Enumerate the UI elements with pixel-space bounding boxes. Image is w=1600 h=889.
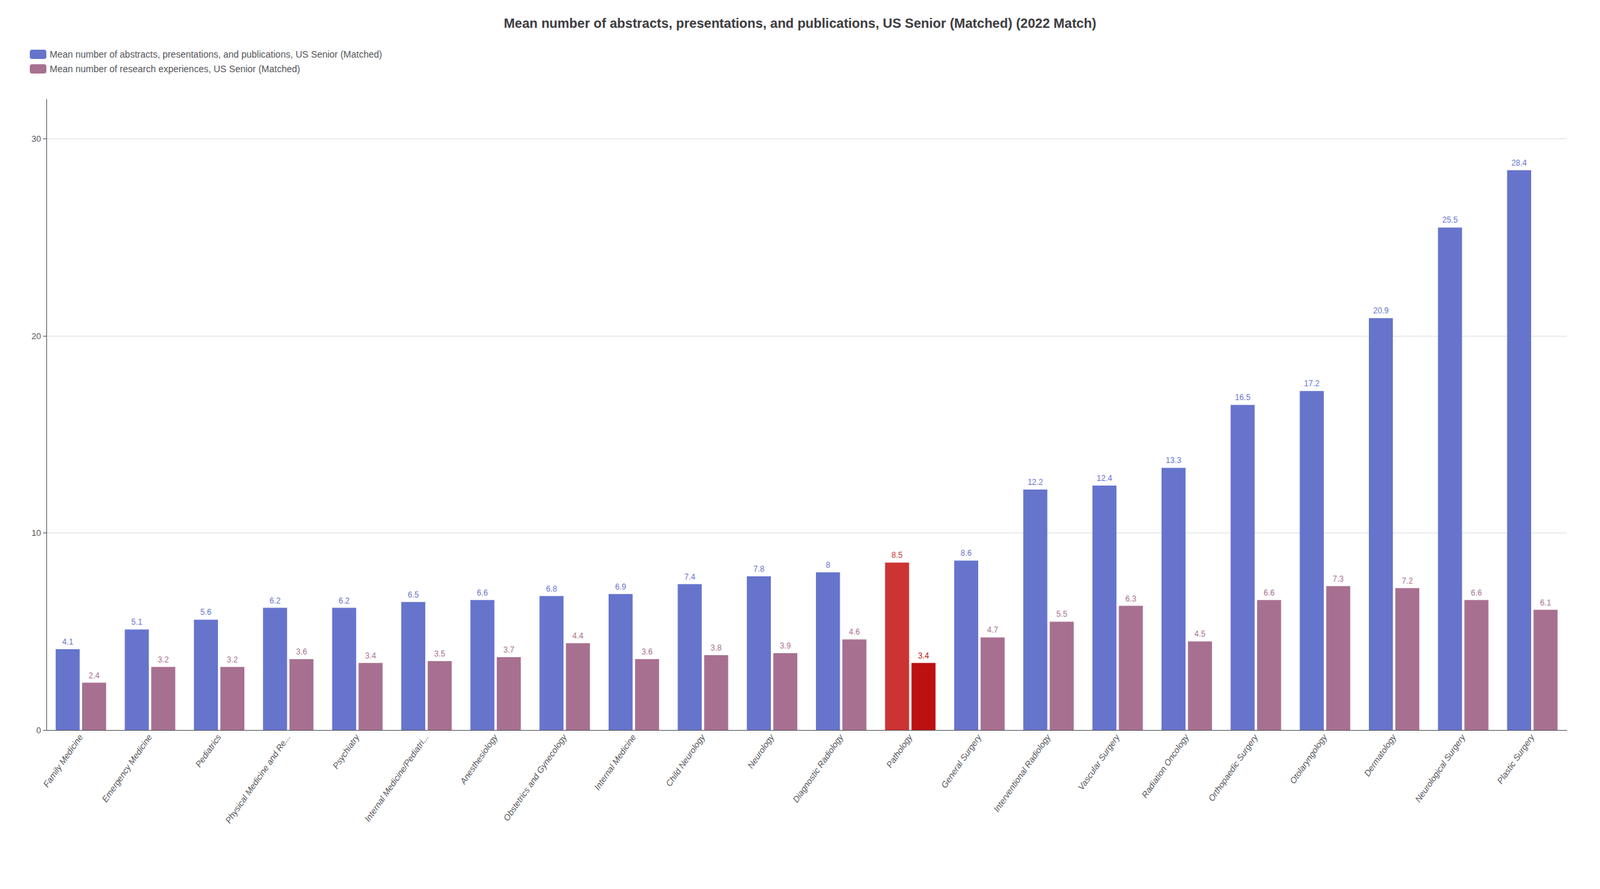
svg-text:Vascular Surgery: Vascular Surgery [1076, 731, 1123, 792]
svg-text:4.5: 4.5 [1194, 629, 1206, 639]
svg-text:12.2: 12.2 [1027, 477, 1044, 487]
svg-text:8.5: 8.5 [891, 550, 903, 560]
svg-text:3.8: 3.8 [710, 643, 722, 653]
svg-text:3.4: 3.4 [917, 650, 930, 661]
svg-text:6.1: 6.1 [1539, 598, 1551, 608]
svg-text:20: 20 [31, 331, 42, 342]
svg-text:5.6: 5.6 [200, 607, 212, 617]
svg-text:3.6: 3.6 [641, 647, 653, 657]
svg-text:17.2: 17.2 [1303, 378, 1320, 389]
svg-text:Mean number of abstracts, pres: Mean number of abstracts, presentations,… [49, 49, 383, 60]
svg-text:2.4: 2.4 [88, 670, 100, 681]
svg-text:Plastic Surgery: Plastic Surgery [1495, 731, 1538, 785]
svg-text:Internal Medicine: Internal Medicine [592, 732, 638, 793]
svg-text:Orthopaedic Surgery: Orthopaedic Surgery [1205, 731, 1261, 803]
svg-text:25.5: 25.5 [1442, 215, 1459, 225]
svg-text:10: 10 [31, 527, 42, 538]
svg-text:6.6: 6.6 [1263, 588, 1275, 598]
svg-text:8: 8 [825, 560, 831, 570]
svg-text:7.3: 7.3 [1332, 574, 1344, 584]
svg-text:5.1: 5.1 [131, 617, 143, 627]
svg-text:0: 0 [36, 725, 42, 736]
svg-text:Mean number of research experi: Mean number of research experiences, US … [49, 63, 300, 75]
svg-text:Interventional Radiology: Interventional Radiology [991, 731, 1053, 814]
svg-text:28.4: 28.4 [1511, 158, 1528, 168]
svg-text:4.6: 4.6 [849, 627, 861, 637]
svg-text:Pediatrics: Pediatrics [193, 731, 224, 769]
svg-text:3.6: 3.6 [296, 647, 308, 657]
svg-text:Internal Medicine/Pediatri...: Internal Medicine/Pediatri... [362, 732, 431, 824]
svg-text:Psychiatry: Psychiatry [330, 731, 363, 771]
svg-text:4.4: 4.4 [572, 631, 584, 641]
svg-text:Emergency Medicine: Emergency Medicine [100, 732, 155, 804]
svg-text:3.7: 3.7 [503, 645, 515, 655]
svg-text:6.5: 6.5 [407, 590, 420, 600]
svg-text:3.4: 3.4 [364, 650, 377, 661]
svg-text:Physical Medicine and Re...: Physical Medicine and Re... [223, 732, 293, 826]
svg-text:Radiation Oncology: Radiation Oncology [1139, 731, 1192, 800]
svg-text:7.2: 7.2 [1401, 576, 1414, 586]
svg-text:Child Neurology: Child Neurology [663, 731, 708, 789]
svg-text:16.5: 16.5 [1235, 392, 1251, 402]
svg-text:Dermatology: Dermatology [1362, 731, 1399, 778]
svg-text:5.5: 5.5 [1056, 609, 1068, 619]
svg-text:General Surgery: General Surgery [939, 731, 985, 790]
svg-text:13.3: 13.3 [1165, 455, 1182, 465]
svg-text:12.4: 12.4 [1096, 473, 1113, 483]
svg-text:Otolaryngology: Otolaryngology [1287, 731, 1330, 785]
svg-text:4.1: 4.1 [62, 637, 74, 647]
svg-text:6.2: 6.2 [338, 596, 350, 606]
svg-text:6.3: 6.3 [1125, 594, 1137, 604]
svg-text:4.7: 4.7 [987, 625, 999, 635]
svg-text:Obstetrics and Gynecology: Obstetrics and Gynecology [501, 731, 570, 823]
svg-text:Neurological Surgery: Neurological Surgery [1413, 731, 1469, 804]
svg-text:7.4: 7.4 [684, 572, 696, 582]
svg-text:30: 30 [31, 133, 42, 144]
svg-text:6.6: 6.6 [476, 588, 489, 598]
svg-text:Anesthesiology: Anesthesiology [457, 731, 500, 787]
svg-text:6.9: 6.9 [615, 582, 627, 592]
svg-text:Mean number of abstracts, pres: Mean number of abstracts, presentations,… [503, 15, 1097, 31]
svg-text:3.2: 3.2 [157, 654, 169, 665]
svg-text:8.6: 8.6 [960, 548, 973, 558]
svg-text:6.8: 6.8 [545, 584, 557, 594]
svg-text:3.2: 3.2 [227, 654, 239, 665]
svg-text:7.8: 7.8 [753, 564, 765, 574]
svg-text:3.9: 3.9 [779, 641, 791, 651]
svg-text:Diagnostic Radiology: Diagnostic Radiology [790, 731, 846, 804]
svg-text:Neurology: Neurology [745, 731, 777, 770]
svg-text:6.6: 6.6 [1470, 588, 1483, 598]
svg-text:3.5: 3.5 [434, 649, 446, 659]
svg-text:Pathology: Pathology [884, 731, 915, 769]
svg-text:20.9: 20.9 [1372, 305, 1389, 316]
svg-text:Family Medicine: Family Medicine [41, 732, 85, 790]
svg-text:6.2: 6.2 [269, 596, 281, 606]
